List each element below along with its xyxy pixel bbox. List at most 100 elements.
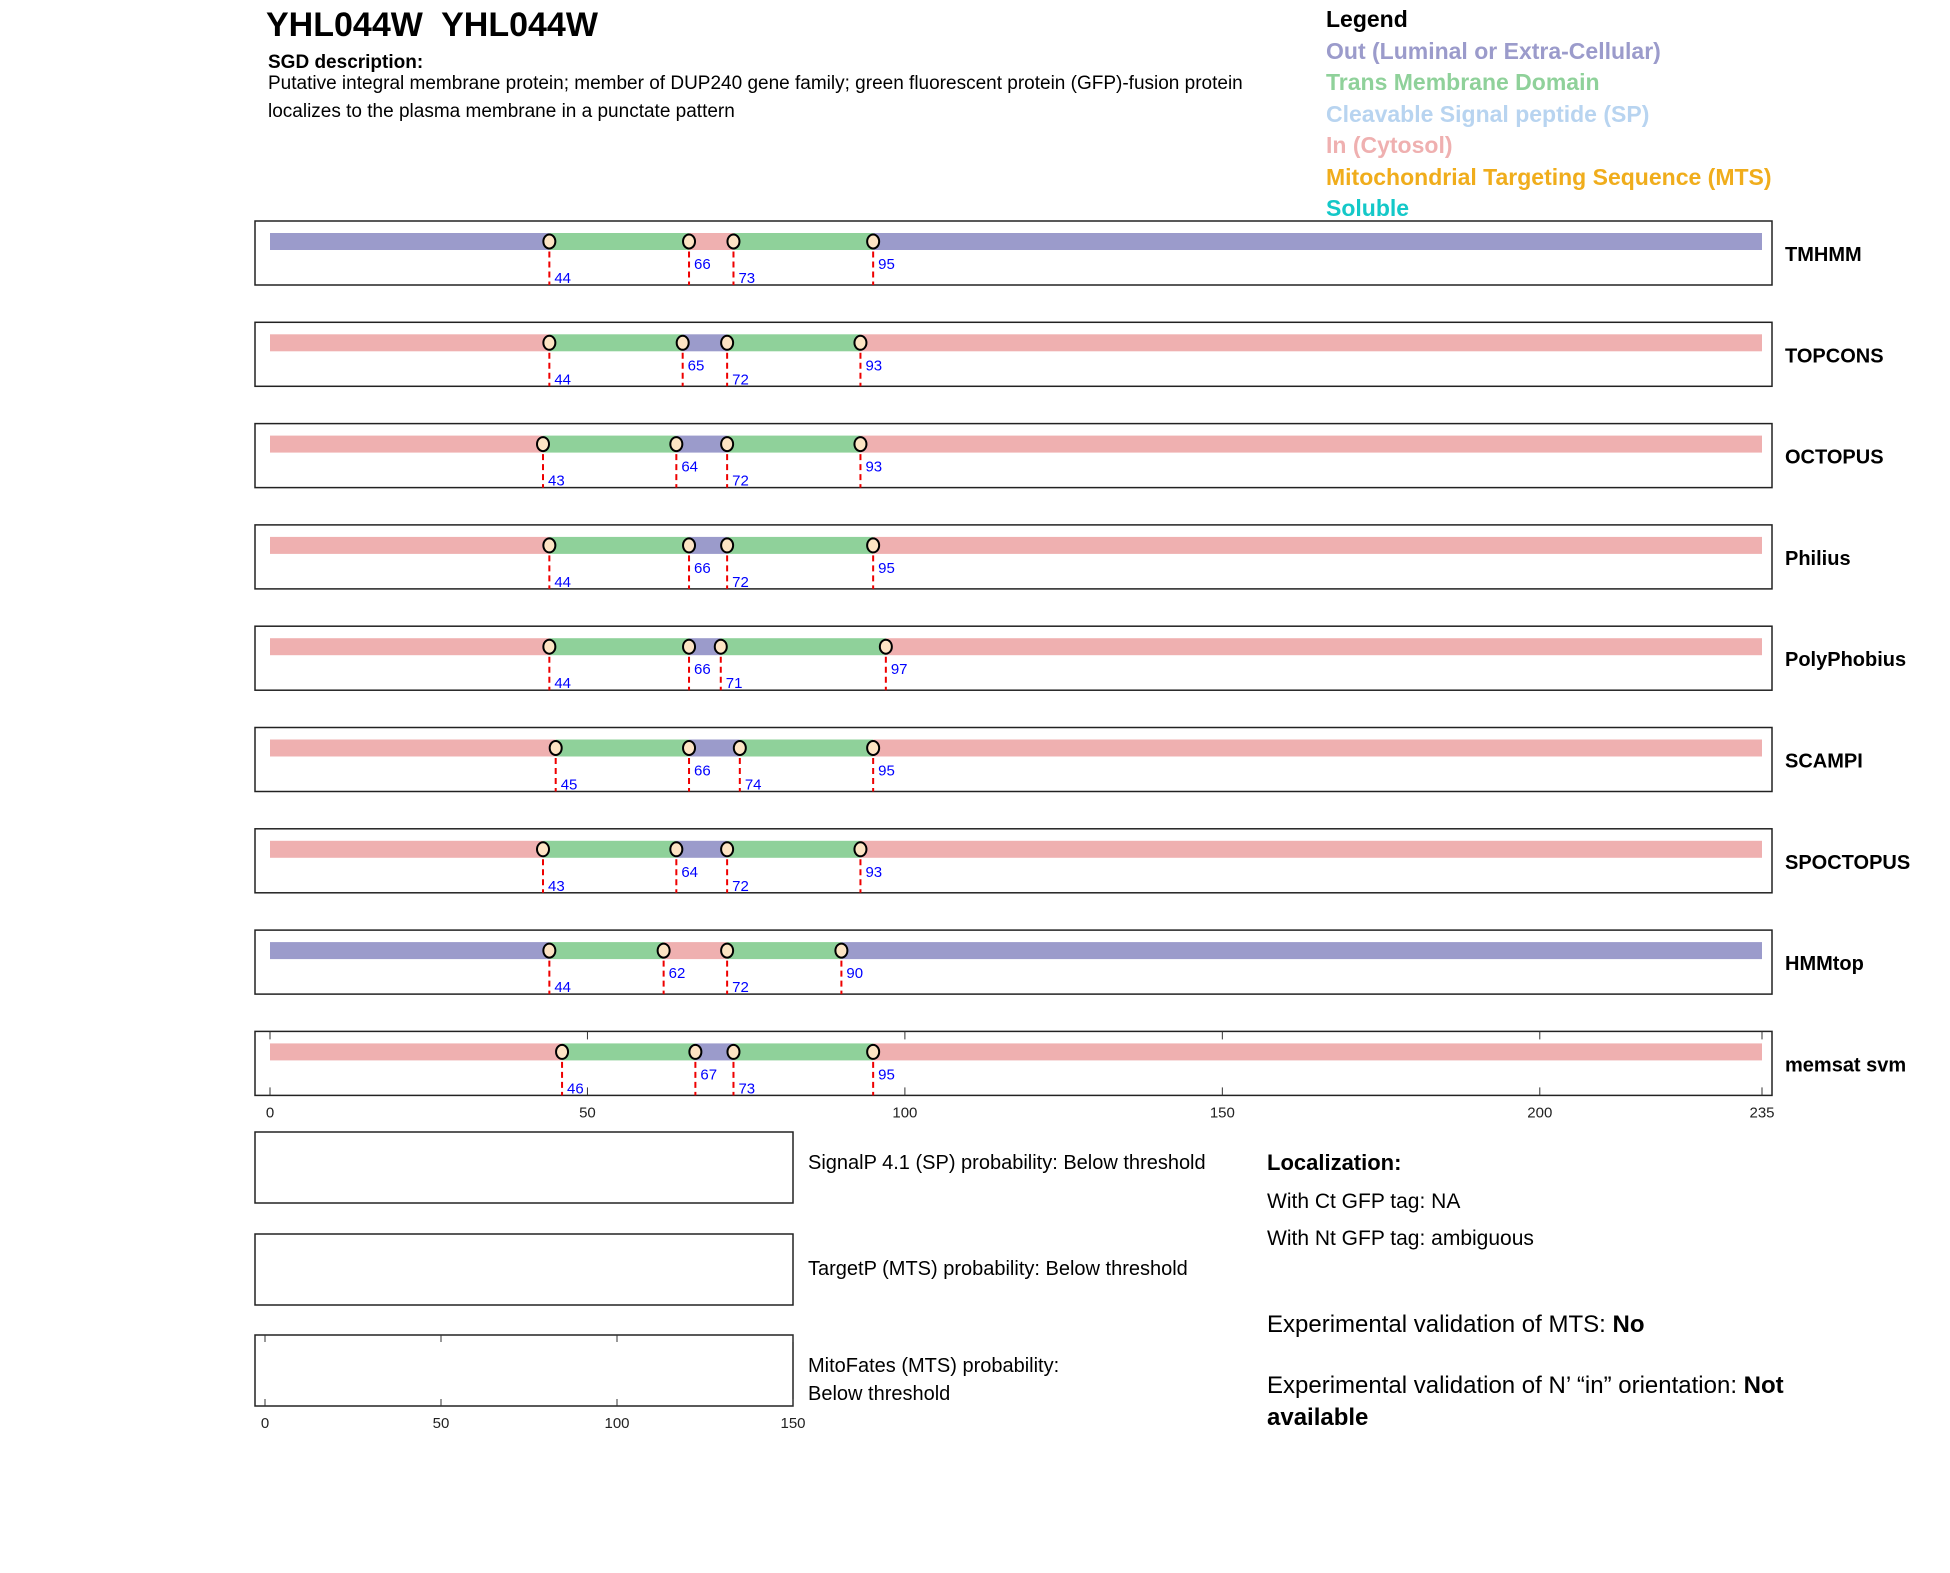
boundary-label: 72	[732, 574, 749, 591]
segment-out	[270, 233, 550, 250]
segment-tm	[733, 233, 874, 250]
x-tick-label: 235	[1749, 1104, 1774, 1121]
boundary-marker	[688, 1043, 703, 1060]
segment-in	[689, 233, 734, 250]
segment-in	[270, 334, 550, 352]
boundary-label: 66	[694, 763, 711, 780]
x-tick-label: 50	[433, 1415, 450, 1432]
x-tick-label: 150	[1210, 1104, 1235, 1121]
boundary-label: 66	[694, 661, 711, 678]
boundary-marker	[720, 942, 735, 959]
segment-tm	[727, 840, 861, 858]
legend: Legend Out (Luminal or Extra-Cellular) Tr…	[1326, 4, 1772, 225]
boundary-label: 44	[554, 371, 571, 388]
boundary-marker	[542, 334, 557, 351]
boundary-label: 65	[688, 357, 705, 374]
segment-tm	[727, 536, 874, 554]
segment-tm	[549, 233, 690, 250]
boundary-marker	[536, 436, 551, 453]
segment-tm	[555, 739, 690, 757]
targetp-text: TargetP (MTS) probability: Below thresho…	[808, 1258, 1188, 1280]
boundary-marker	[555, 1043, 570, 1060]
segment-in	[860, 840, 1762, 858]
segment-out	[676, 840, 728, 858]
boundary-label: 93	[865, 864, 882, 881]
segment-tm	[549, 536, 690, 554]
boundary-marker	[853, 841, 868, 858]
boundary-label: 66	[694, 256, 711, 273]
boundary-label: 71	[726, 675, 743, 692]
track-frame	[254, 726, 1773, 793]
boundary-marker	[675, 334, 690, 351]
segment-tm	[739, 739, 874, 757]
segment-in	[270, 536, 550, 554]
boundary-marker	[878, 638, 893, 655]
mitofates-text: MitoFates (MTS) probability: Below thres…	[808, 1355, 1060, 1405]
boundary-marker	[682, 638, 697, 655]
segment-tm	[549, 942, 664, 960]
boundary-marker	[682, 233, 697, 250]
boundary-label: 64	[681, 459, 698, 476]
segment-out	[689, 536, 728, 554]
track-frame	[254, 828, 1773, 894]
segment-tm	[727, 435, 861, 453]
boundary-label: 45	[561, 777, 578, 794]
boundary-label: 72	[732, 979, 749, 996]
segment-in	[270, 638, 550, 656]
legend-item: Mitochondrial Targeting Sequence (MTS)	[1326, 163, 1772, 190]
boundary-label: 93	[865, 459, 882, 476]
boundary-label: 95	[878, 256, 895, 273]
ct-gfp: With Ct GFP tag: NA	[1267, 1190, 1461, 1213]
segment-in	[270, 1043, 563, 1061]
legend-title: Legend	[1326, 6, 1408, 32]
probability-panel	[254, 1334, 794, 1407]
boundary-label: 74	[745, 777, 762, 794]
x-tick-label: 100	[604, 1415, 629, 1432]
boundary-marker	[536, 841, 551, 858]
track-frame	[254, 1030, 1773, 1097]
segment-tm	[549, 638, 690, 656]
x-tick-label: 200	[1527, 1104, 1552, 1121]
predictor-name: PolyPhobius	[1785, 649, 1906, 671]
predictor-name: TOPCONS	[1785, 345, 1884, 367]
boundary-label: 43	[548, 473, 565, 490]
segment-out	[270, 942, 550, 960]
boundary-label: 66	[694, 560, 711, 577]
segment-out	[695, 1043, 734, 1061]
x-tick-label: 100	[892, 1104, 917, 1121]
boundary-marker	[542, 233, 557, 250]
localization-heading: Localization:	[1267, 1150, 1402, 1175]
track-frame	[254, 220, 1773, 286]
boundary-marker	[866, 1043, 881, 1060]
boundary-label: 67	[700, 1066, 717, 1083]
segment-tm	[562, 1043, 696, 1061]
orientation-value: Not available	[1267, 1372, 1784, 1431]
boundary-label: 72	[732, 371, 749, 388]
segment-tm	[543, 840, 677, 858]
segment-tm	[543, 435, 677, 453]
boundary-label: 44	[554, 979, 571, 996]
boundary-marker	[720, 537, 735, 554]
boundary-marker	[542, 942, 557, 959]
boundary-marker	[720, 841, 735, 858]
boundary-label: 95	[878, 560, 895, 577]
segment-in	[860, 334, 1762, 352]
predictor-name: memsat svm	[1785, 1054, 1906, 1076]
boundary-marker	[669, 436, 684, 453]
segment-tm	[549, 334, 683, 352]
boundary-label: 73	[738, 270, 755, 287]
boundary-label: 44	[554, 574, 571, 591]
legend-item: In (Cytosol)	[1326, 132, 1453, 158]
boundary-label: 46	[567, 1080, 584, 1097]
segment-in	[270, 739, 556, 757]
boundary-label: 44	[554, 675, 571, 692]
boundary-label: 64	[681, 864, 698, 881]
boundary-marker	[853, 334, 868, 351]
boundary-marker	[866, 233, 881, 250]
predictor-name: HMMtop	[1785, 953, 1864, 975]
track-frame	[254, 422, 1773, 489]
nt-gfp: With Nt GFP tag: ambiguous	[1267, 1227, 1534, 1250]
mts-validation-value: No	[1612, 1311, 1645, 1338]
segment-in	[270, 840, 544, 858]
